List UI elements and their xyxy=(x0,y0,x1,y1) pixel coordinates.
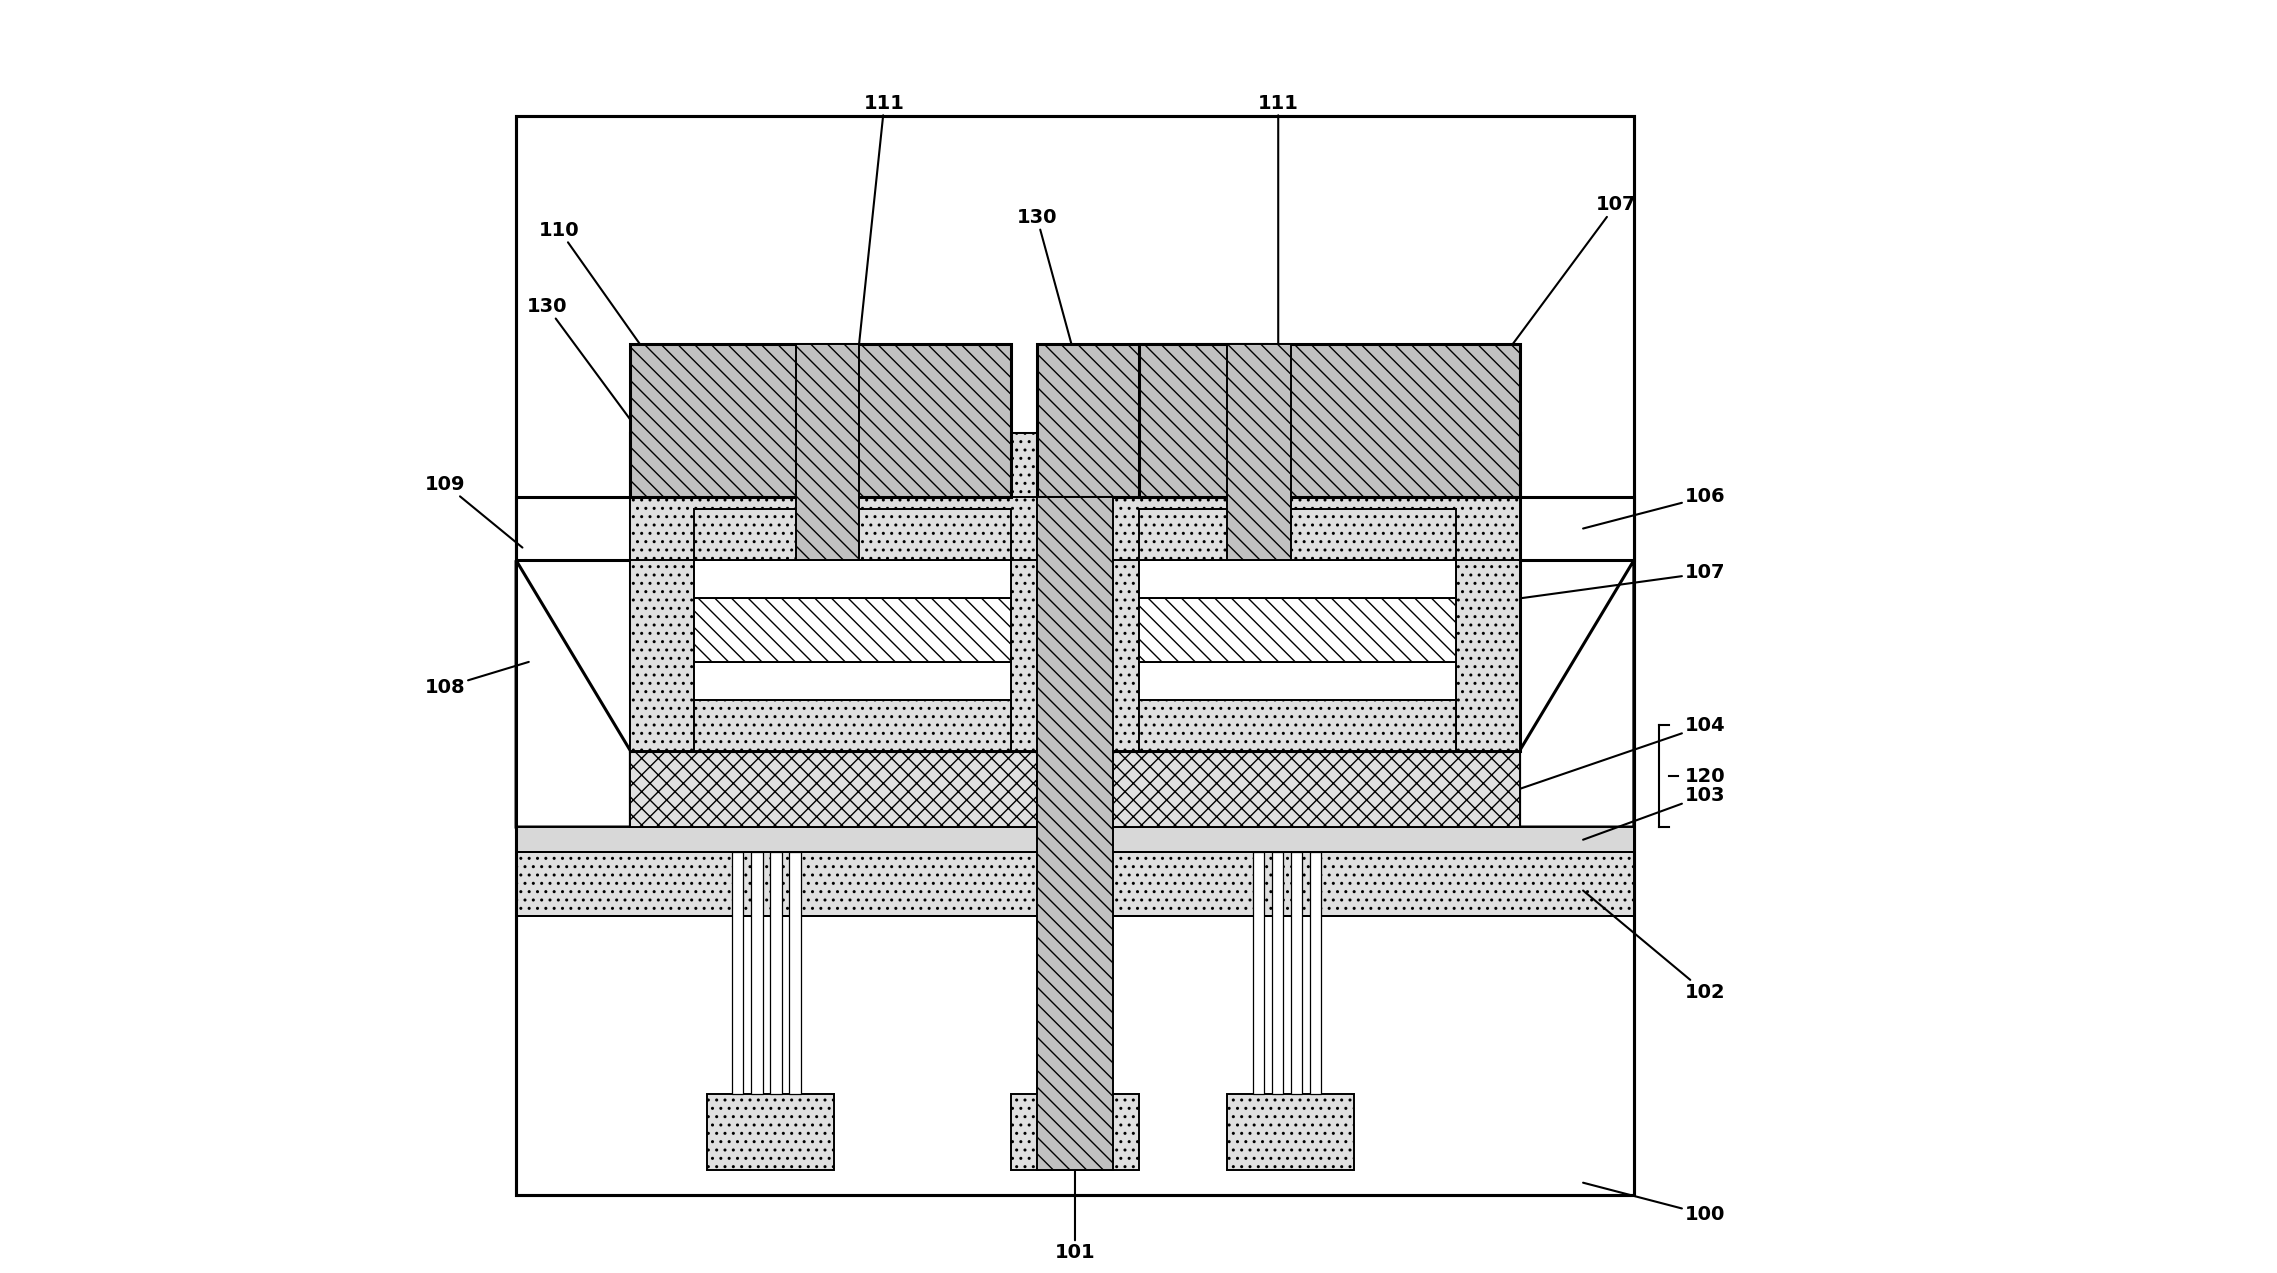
Bar xyxy=(1138,598,1455,662)
Bar xyxy=(1273,853,1284,1094)
Bar xyxy=(631,496,1075,560)
Bar xyxy=(631,751,1036,827)
Bar xyxy=(631,433,694,751)
Bar xyxy=(1075,433,1519,751)
Bar xyxy=(1075,496,1519,560)
Bar xyxy=(1075,433,1138,751)
Bar xyxy=(517,853,1635,917)
Bar xyxy=(790,853,802,1094)
Bar xyxy=(1291,853,1302,1094)
Text: 107: 107 xyxy=(1455,195,1637,420)
Bar xyxy=(631,433,1075,751)
Text: 107: 107 xyxy=(1519,564,1726,598)
Text: 104: 104 xyxy=(1519,715,1726,789)
Bar xyxy=(706,1094,833,1170)
Bar xyxy=(694,560,1011,598)
Text: 130: 130 xyxy=(1016,207,1075,356)
Bar xyxy=(1227,1094,1355,1170)
Bar xyxy=(517,116,1635,1195)
Bar xyxy=(694,509,1011,560)
Bar xyxy=(1138,509,1455,560)
Text: 106: 106 xyxy=(1583,488,1726,528)
Text: 100: 100 xyxy=(1583,1183,1726,1223)
Bar xyxy=(1011,433,1075,751)
Bar xyxy=(631,345,1011,496)
Bar xyxy=(1455,433,1519,751)
Bar xyxy=(1011,1094,1138,1170)
Text: 109: 109 xyxy=(426,475,521,547)
Bar xyxy=(731,853,745,1094)
Bar xyxy=(1252,853,1264,1094)
Bar xyxy=(751,853,763,1094)
Bar xyxy=(1227,345,1291,560)
Text: 130: 130 xyxy=(526,297,669,471)
Bar xyxy=(1138,662,1455,700)
Bar xyxy=(1138,700,1455,751)
Bar xyxy=(694,598,1011,662)
Text: 111: 111 xyxy=(1257,93,1298,345)
Bar xyxy=(1138,345,1519,496)
Bar xyxy=(1036,345,1266,496)
Text: 110: 110 xyxy=(540,220,694,420)
Bar xyxy=(694,662,1011,700)
Bar xyxy=(795,345,858,560)
Text: 111: 111 xyxy=(858,93,904,345)
Text: 101: 101 xyxy=(1054,1170,1095,1262)
Bar xyxy=(770,853,781,1094)
Bar xyxy=(517,827,1635,853)
Bar xyxy=(1138,560,1455,598)
Polygon shape xyxy=(517,560,631,827)
Text: 102: 102 xyxy=(1583,891,1726,1002)
Bar xyxy=(517,496,1635,560)
Text: 120: 120 xyxy=(1685,766,1726,785)
Bar xyxy=(1113,751,1519,827)
Text: 103: 103 xyxy=(1583,785,1726,840)
Bar xyxy=(1309,853,1321,1094)
Bar xyxy=(1036,496,1113,1170)
Text: 108: 108 xyxy=(424,662,528,696)
Polygon shape xyxy=(1519,560,1635,827)
Bar xyxy=(694,700,1011,751)
Bar xyxy=(517,116,1635,1195)
